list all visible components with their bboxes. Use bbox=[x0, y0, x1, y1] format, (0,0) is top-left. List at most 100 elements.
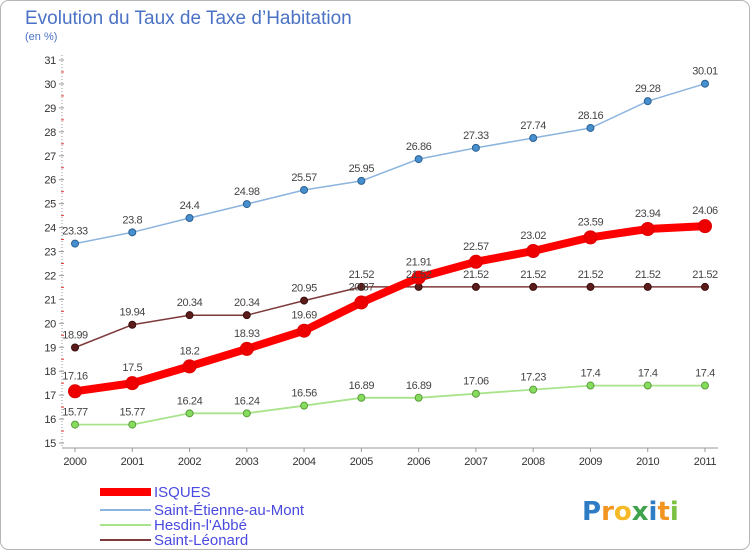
marker-isques-2010 bbox=[640, 221, 655, 236]
data-label-isques-2006: 21.91 bbox=[406, 257, 432, 269]
x-tick-label-2000: 2000 bbox=[63, 456, 86, 468]
x-tick-label-2001: 2001 bbox=[121, 456, 144, 468]
data-label-isques-2004: 19.69 bbox=[291, 310, 317, 322]
series-line-isques bbox=[71, 222, 709, 396]
marker-isques-2011 bbox=[698, 219, 712, 234]
data-label-isques-2007: 22.57 bbox=[463, 241, 489, 253]
x-tick-label-2009: 2009 bbox=[579, 456, 602, 468]
x-tick-label-2010: 2010 bbox=[636, 456, 659, 468]
data-label-saint-leonard-2005: 21.52 bbox=[349, 269, 375, 281]
marker-isques-2003 bbox=[239, 341, 254, 356]
marker-saint-leonard-2000 bbox=[71, 343, 79, 352]
data-label-hesdin-l-abbe-2002: 16.24 bbox=[177, 395, 203, 407]
marker-saint-leonard-2008 bbox=[529, 282, 538, 291]
marker-hesdin-l-abbe-2011 bbox=[701, 381, 709, 390]
marker-saint-leonard-2009 bbox=[586, 282, 595, 291]
x-tick-label-2007: 2007 bbox=[464, 456, 487, 468]
data-label-hesdin-l-abbe-2009: 17.4 bbox=[581, 368, 601, 380]
x-tick-label-2008: 2008 bbox=[522, 456, 545, 468]
marker-saint-leonard-2010 bbox=[643, 282, 652, 291]
marker-hesdin-l-abbe-2007 bbox=[471, 389, 480, 398]
data-label-hesdin-l-abbe-2001: 15.77 bbox=[120, 407, 146, 419]
legend-label-saint-leonard: Saint-Léonard bbox=[154, 532, 248, 549]
y-tick-label-16: 16 bbox=[44, 414, 56, 426]
data-label-saint-etienne-au-mont-2005: 25.95 bbox=[349, 163, 375, 175]
data-label-hesdin-l-abbe-2003: 16.24 bbox=[234, 395, 260, 407]
data-label-hesdin-l-abbe-2004: 16.56 bbox=[291, 388, 317, 400]
data-label-saint-etienne-au-mont-2003: 24.98 bbox=[234, 186, 260, 198]
marker-saint-leonard-2004 bbox=[300, 296, 309, 305]
logo-letter: r bbox=[601, 497, 614, 527]
marker-saint-etienne-au-mont-2006 bbox=[414, 155, 423, 164]
data-label-saint-etienne-au-mont-2006: 26.86 bbox=[406, 141, 432, 153]
chart-subtitle: (en %) bbox=[25, 31, 57, 43]
data-label-saint-leonard-2001: 19.94 bbox=[120, 307, 146, 319]
marker-isques-2005 bbox=[354, 295, 369, 310]
y-tick-label-23: 23 bbox=[44, 247, 56, 259]
marker-saint-etienne-au-mont-2005 bbox=[357, 176, 366, 185]
y-tick-label-17: 17 bbox=[44, 390, 56, 402]
marker-isques-2004 bbox=[297, 323, 312, 338]
data-labels: 17.16 17.5 18.2 18.93 19.69 20.87 21.91 22.57 23… bbox=[62, 66, 718, 419]
y-tick-label-21: 21 bbox=[44, 294, 56, 306]
legend-item-hesdin-l-abbe: Hesdin-l'Abbé bbox=[100, 517, 247, 534]
marker-isques-2001 bbox=[125, 376, 140, 391]
data-label-saint-leonard-2007: 21.52 bbox=[463, 269, 489, 281]
x-tick-label-2005: 2005 bbox=[350, 456, 373, 468]
y-tick-label-27: 27 bbox=[44, 151, 56, 163]
chart-title: Evolution du Taux de Taxe d’Habitation bbox=[25, 8, 352, 29]
data-label-isques-2000: 17.16 bbox=[62, 370, 88, 382]
y-tick-label-29: 29 bbox=[44, 103, 56, 115]
data-label-hesdin-l-abbe-2005: 16.89 bbox=[349, 380, 375, 392]
marker-saint-etienne-au-mont-2010 bbox=[643, 97, 652, 106]
legend: ISQUES Saint-Étienne-au-Mont Hesdin-l'Ab… bbox=[100, 484, 305, 549]
data-label-saint-leonard-2008: 21.52 bbox=[520, 269, 546, 281]
marker-saint-etienne-au-mont-2004 bbox=[300, 185, 309, 194]
marker-hesdin-l-abbe-2008 bbox=[529, 385, 538, 394]
data-label-saint-leonard-2002: 20.34 bbox=[177, 297, 203, 309]
logo-letter: i bbox=[670, 497, 679, 527]
data-label-isques-2009: 23.59 bbox=[578, 216, 604, 228]
x-tick-label-2004: 2004 bbox=[292, 456, 315, 468]
marker-saint-etienne-au-mont-2007 bbox=[471, 143, 480, 152]
legend-label-isques: ISQUES bbox=[154, 484, 211, 501]
marker-saint-etienne-au-mont-2001 bbox=[128, 228, 137, 237]
logo-letter: o bbox=[614, 497, 632, 527]
series-line-saint-etienne-au-mont bbox=[74, 82, 706, 245]
logo-letter: P bbox=[582, 497, 601, 527]
marker-isques-2006 bbox=[411, 270, 426, 285]
data-label-isques-2010: 23.94 bbox=[635, 208, 661, 220]
legend-label-saint-etienne-au-mont: Saint-Étienne-au-Mont bbox=[154, 502, 305, 519]
marker-hesdin-l-abbe-2002 bbox=[185, 409, 194, 418]
y-tick-label-31: 31 bbox=[44, 55, 56, 67]
data-label-isques-2005: 20.87 bbox=[349, 281, 375, 293]
marker-hesdin-l-abbe-2006 bbox=[414, 393, 423, 402]
data-label-hesdin-l-abbe-2011: 17.4 bbox=[695, 368, 715, 380]
marker-saint-etienne-au-mont-2009 bbox=[586, 123, 595, 132]
data-label-isques-2001: 17.5 bbox=[122, 362, 142, 374]
marker-hesdin-l-abbe-2005 bbox=[357, 393, 366, 402]
y-tick-label-25: 25 bbox=[44, 199, 56, 211]
marker-saint-etienne-au-mont-2008 bbox=[529, 134, 538, 143]
data-label-saint-etienne-au-mont-2002: 24.4 bbox=[180, 200, 200, 212]
data-label-isques-2003: 18.93 bbox=[234, 328, 260, 340]
marker-saint-leonard-2007 bbox=[471, 282, 480, 291]
data-label-saint-leonard-2010: 21.52 bbox=[635, 269, 661, 281]
data-label-saint-leonard-2004: 20.95 bbox=[291, 283, 317, 295]
y-tick-label-22: 22 bbox=[44, 270, 56, 282]
marker-hesdin-l-abbe-2001 bbox=[128, 420, 137, 429]
series-lines bbox=[71, 82, 709, 426]
marker-hesdin-l-abbe-2003 bbox=[242, 409, 251, 418]
y-tick-label-30: 30 bbox=[44, 79, 56, 91]
marker-hesdin-l-abbe-2009 bbox=[586, 381, 595, 390]
y-tick-label-19: 19 bbox=[44, 342, 56, 354]
marker-hesdin-l-abbe-2004 bbox=[300, 401, 309, 410]
data-label-saint-etienne-au-mont-2004: 25.57 bbox=[291, 172, 317, 184]
data-label-saint-leonard-2006: 21.52 bbox=[406, 269, 432, 281]
data-label-saint-etienne-au-mont-2011: 30.01 bbox=[692, 66, 718, 78]
x-tick-label-2002: 2002 bbox=[178, 456, 201, 468]
x-tick-label-2003: 2003 bbox=[235, 456, 258, 468]
data-label-isques-2008: 23.02 bbox=[520, 230, 546, 242]
marker-isques-2000 bbox=[68, 384, 82, 399]
data-label-hesdin-l-abbe-2000: 15.77 bbox=[62, 407, 88, 419]
